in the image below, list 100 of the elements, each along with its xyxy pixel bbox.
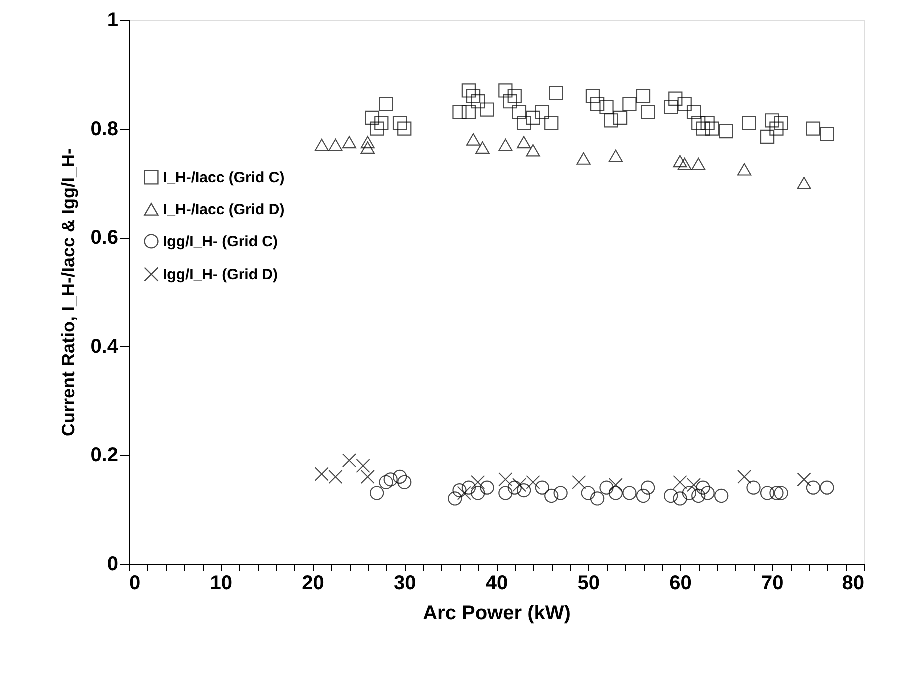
point xyxy=(664,100,678,114)
point xyxy=(452,484,467,498)
point xyxy=(448,492,462,506)
point xyxy=(471,94,486,109)
point xyxy=(820,127,834,142)
point xyxy=(692,488,706,504)
y-tick-label: 0 xyxy=(107,554,118,576)
y-tick-label: 1 xyxy=(107,10,118,32)
point xyxy=(613,110,628,125)
x-tick-label: 60 xyxy=(670,572,692,594)
point xyxy=(544,116,559,130)
point xyxy=(770,486,784,500)
point xyxy=(452,105,467,120)
point xyxy=(581,486,596,500)
point xyxy=(678,158,692,170)
point xyxy=(636,488,651,504)
point xyxy=(600,100,614,114)
point xyxy=(608,486,624,500)
legend-label: Igg/I_H- (Grid C) xyxy=(163,234,278,250)
point xyxy=(760,486,775,500)
point xyxy=(673,155,688,168)
point xyxy=(622,486,637,500)
legend-label: I_H-/Iacc (Grid C) xyxy=(163,170,285,186)
point xyxy=(342,454,357,468)
y-tick-label: 0.6 xyxy=(90,227,118,250)
point xyxy=(508,480,522,495)
point xyxy=(664,488,678,504)
point xyxy=(554,486,568,500)
point xyxy=(374,116,389,130)
point xyxy=(700,486,715,500)
x-tick-label: 20 xyxy=(302,572,324,594)
point xyxy=(370,122,384,136)
y-tick-label: 0.4 xyxy=(90,336,120,358)
point xyxy=(641,480,656,495)
point xyxy=(608,150,624,162)
point xyxy=(737,163,752,176)
point xyxy=(641,105,656,120)
point xyxy=(714,488,729,504)
point xyxy=(608,478,624,492)
point xyxy=(604,114,618,128)
point xyxy=(516,136,532,149)
point xyxy=(476,142,490,154)
point xyxy=(673,492,688,506)
x-tick-label: 80 xyxy=(842,572,864,594)
point xyxy=(535,480,550,495)
point xyxy=(760,130,775,144)
x-tick-label: 70 xyxy=(762,572,784,594)
point xyxy=(342,136,357,149)
point xyxy=(379,97,394,112)
point xyxy=(590,97,605,112)
point xyxy=(774,116,788,130)
point xyxy=(462,84,476,98)
point xyxy=(549,86,564,101)
point xyxy=(480,102,494,117)
point xyxy=(360,142,375,154)
point xyxy=(526,144,540,157)
point xyxy=(770,122,784,136)
point xyxy=(360,470,375,484)
point xyxy=(806,122,821,136)
x-tick-label: 50 xyxy=(578,572,600,594)
y-tick-label: 0.8 xyxy=(90,118,118,140)
point xyxy=(398,122,412,136)
point xyxy=(379,475,394,490)
legend-label: Igg/I_H- (Grid D) xyxy=(163,266,278,284)
point xyxy=(503,94,518,109)
point xyxy=(572,475,586,490)
point xyxy=(806,480,821,495)
point xyxy=(462,480,476,495)
point xyxy=(512,105,527,120)
point xyxy=(678,97,692,112)
point xyxy=(696,122,710,136)
point xyxy=(462,105,476,120)
point xyxy=(696,480,710,495)
point xyxy=(797,177,812,190)
point xyxy=(466,89,481,104)
point xyxy=(544,488,559,504)
point xyxy=(526,110,540,125)
point xyxy=(480,480,494,495)
point xyxy=(797,472,812,487)
point xyxy=(737,470,752,484)
point xyxy=(576,152,591,165)
point xyxy=(719,124,734,139)
point xyxy=(774,486,788,500)
point xyxy=(392,470,408,484)
point xyxy=(356,459,370,474)
y-tick-label: 0.2 xyxy=(90,444,118,467)
point xyxy=(622,97,637,112)
point xyxy=(498,138,513,152)
point xyxy=(682,486,697,500)
point xyxy=(590,492,605,506)
point xyxy=(498,472,513,487)
point xyxy=(457,486,472,500)
point xyxy=(466,133,481,146)
x-axis-title: Arc Power (kW) xyxy=(423,602,571,624)
point xyxy=(360,136,375,149)
x-tick-label: 0 xyxy=(130,572,141,594)
point xyxy=(820,480,834,495)
y-axis-title: Current Ratio, I_H-/Iacc & Igg/I_H- xyxy=(58,148,79,437)
x-tick-label: 10 xyxy=(210,572,232,594)
point xyxy=(586,89,600,104)
